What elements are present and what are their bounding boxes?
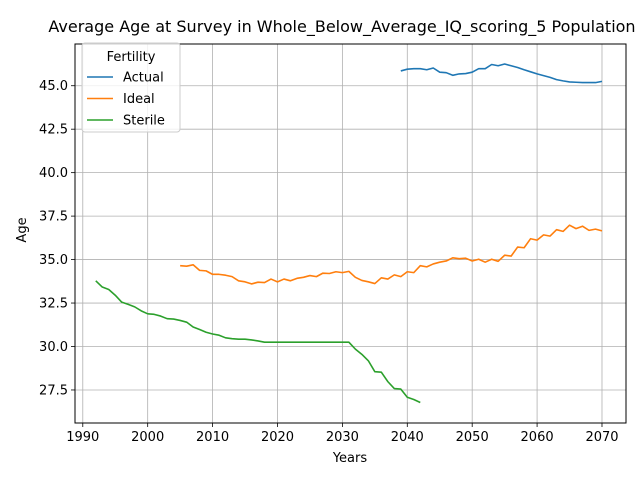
x-tick-label: 2030: [326, 430, 359, 445]
legend-box: [81, 42, 181, 133]
x-tick-label: 2060: [521, 430, 554, 445]
chart-title: Average Age at Survey in Whole_Below_Ave…: [48, 17, 635, 37]
y-axis-label: Age: [15, 217, 30, 242]
x-tick-label: 2010: [196, 430, 229, 445]
x-tick-label: 2070: [585, 430, 618, 445]
x-tick-label: 2000: [131, 430, 164, 445]
x-axis-ticks: 1990 2000 2010 2020 2030 2040 2050 2060 2070: [66, 423, 619, 445]
y-tick-label: 27.5: [39, 383, 68, 398]
y-tick-label: 45.0: [39, 79, 68, 94]
legend: Fertility Actual Ideal Sterile: [81, 42, 181, 133]
y-tick-label: 40.0: [39, 166, 68, 181]
y-tick-label: 42.5: [39, 123, 68, 138]
x-tick-label: 2020: [261, 430, 294, 445]
legend-label-ideal: Ideal: [123, 92, 155, 107]
x-tick-label: 1990: [66, 430, 99, 445]
y-tick-label: 32.5: [39, 297, 68, 312]
y-tick-label: 30.0: [39, 340, 68, 355]
x-axis-label: Years: [332, 451, 368, 466]
axes-frame: [74, 43, 627, 424]
series-line-sterile: [95, 280, 421, 404]
grid-lines: [75, 44, 626, 423]
y-axis-ticks: 27.5 30.0 32.5 35.0 37.5 40.0 42.5 45.0: [39, 79, 75, 398]
plot-area: 1990 2000 2010 2020 2030 2040 2050 2060 2070 27.…: [39, 43, 627, 445]
x-tick-label: 2050: [456, 430, 489, 445]
y-tick-label: 35.0: [39, 253, 68, 268]
legend-label-actual: Actual: [123, 71, 164, 86]
series-lines: [95, 63, 603, 404]
legend-label-sterile: Sterile: [123, 114, 165, 129]
x-tick-label: 2040: [391, 430, 424, 445]
legend-entries: Actual Ideal Sterile: [87, 71, 165, 129]
y-tick-label: 37.5: [39, 210, 68, 225]
series-line-actual: [400, 63, 603, 84]
legend-title: Fertility: [107, 50, 156, 65]
series-line-ideal: [180, 224, 603, 285]
